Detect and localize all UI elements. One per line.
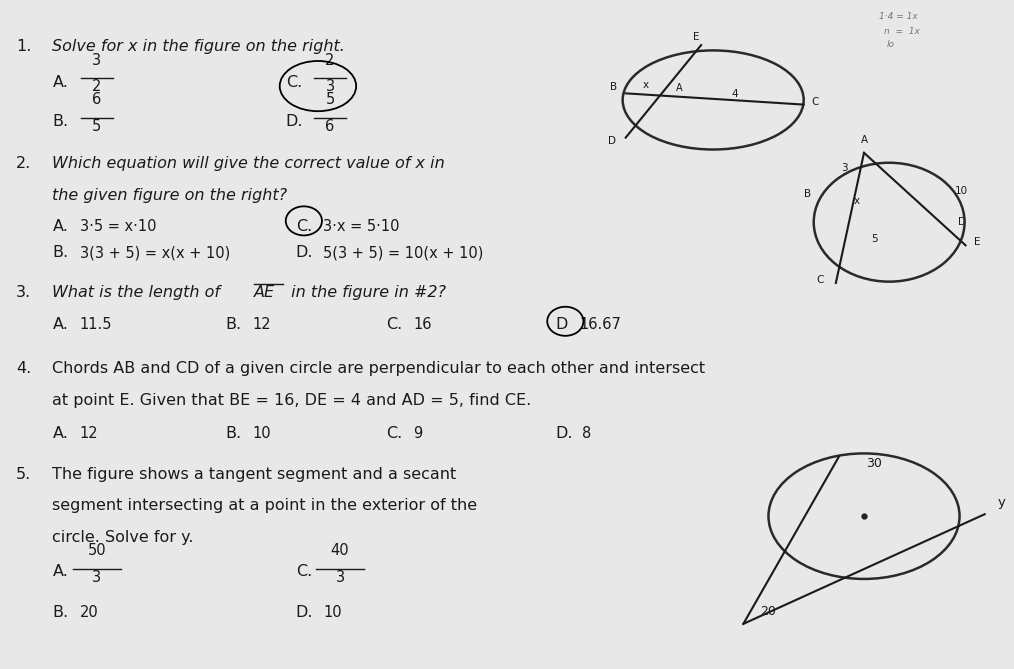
- Text: A.: A.: [53, 425, 68, 441]
- Text: x: x: [643, 80, 649, 90]
- Text: 2.: 2.: [16, 156, 31, 171]
- Text: D: D: [957, 217, 965, 227]
- Text: 5: 5: [325, 92, 335, 107]
- Text: 3·x = 5·10: 3·x = 5·10: [323, 219, 400, 234]
- Text: 1·4 = 1x: 1·4 = 1x: [879, 11, 918, 21]
- Text: B.: B.: [225, 316, 241, 332]
- Text: D.: D.: [296, 246, 313, 260]
- Text: E: E: [973, 237, 981, 248]
- Text: segment intersecting at a point in the exterior of the: segment intersecting at a point in the e…: [53, 498, 478, 513]
- Text: 5.: 5.: [16, 467, 31, 482]
- Text: 4: 4: [731, 90, 737, 99]
- Text: 20: 20: [79, 605, 98, 620]
- Text: C.: C.: [386, 425, 403, 441]
- Text: D.: D.: [556, 425, 573, 441]
- Text: 11.5: 11.5: [79, 316, 113, 332]
- Text: 16: 16: [414, 316, 432, 332]
- Text: D.: D.: [296, 605, 313, 620]
- Text: 3: 3: [92, 53, 101, 68]
- Text: D.: D.: [286, 114, 303, 130]
- Text: C: C: [816, 275, 823, 285]
- Text: The figure shows a tangent segment and a secant: The figure shows a tangent segment and a…: [53, 467, 456, 482]
- Text: 3: 3: [92, 571, 101, 585]
- Text: 5: 5: [871, 234, 877, 244]
- Text: 3·5 = x·10: 3·5 = x·10: [79, 219, 156, 234]
- Text: 16.67: 16.67: [579, 316, 622, 332]
- Text: 50: 50: [87, 543, 106, 559]
- Text: 2: 2: [325, 53, 335, 68]
- Text: 2: 2: [92, 80, 101, 94]
- Text: A: A: [861, 135, 868, 145]
- Text: 4.: 4.: [16, 361, 31, 376]
- Text: C.: C.: [386, 316, 403, 332]
- Text: n  =  1x: n = 1x: [884, 27, 920, 36]
- Text: A.: A.: [53, 75, 68, 90]
- Text: AE: AE: [254, 285, 275, 300]
- Text: y: y: [998, 496, 1006, 510]
- Text: 30: 30: [866, 457, 882, 470]
- Text: 20: 20: [760, 605, 777, 618]
- Text: x: x: [854, 196, 860, 205]
- Text: Which equation will give the correct value of x in: Which equation will give the correct val…: [53, 156, 445, 171]
- Text: B: B: [803, 189, 811, 199]
- Text: 3(3 + 5) = x(x + 10): 3(3 + 5) = x(x + 10): [79, 246, 230, 260]
- Text: 8: 8: [582, 425, 592, 441]
- Text: 3: 3: [325, 80, 335, 94]
- Text: 10: 10: [252, 425, 271, 441]
- Text: What is the length of: What is the length of: [53, 285, 225, 300]
- Text: 5: 5: [92, 119, 101, 134]
- Text: 10: 10: [955, 187, 968, 197]
- Text: in the figure in #2?: in the figure in #2?: [286, 285, 446, 300]
- Text: B: B: [610, 82, 618, 92]
- Text: D: D: [607, 136, 615, 147]
- Text: C.: C.: [296, 565, 312, 579]
- Text: 9: 9: [414, 425, 423, 441]
- Text: 10: 10: [323, 605, 342, 620]
- Text: circle. Solve for y.: circle. Solve for y.: [53, 530, 194, 545]
- Text: C.: C.: [286, 75, 302, 90]
- Text: 1.: 1.: [16, 39, 31, 54]
- Text: A: A: [676, 84, 682, 94]
- Text: 3: 3: [842, 163, 849, 173]
- Text: B.: B.: [53, 605, 69, 620]
- Text: 40: 40: [331, 543, 350, 559]
- Text: at point E. Given that BE = 16, DE = 4 and AD = 5, find CE.: at point E. Given that BE = 16, DE = 4 a…: [53, 393, 531, 407]
- Text: A.: A.: [53, 316, 68, 332]
- Text: C.: C.: [296, 219, 312, 234]
- Text: E: E: [693, 32, 700, 42]
- Text: D: D: [556, 316, 568, 332]
- Text: 12: 12: [79, 425, 98, 441]
- Text: 3.: 3.: [16, 285, 31, 300]
- Text: Chords AB and CD of a given circle are perpendicular to each other and intersect: Chords AB and CD of a given circle are p…: [53, 361, 706, 376]
- Text: B.: B.: [53, 246, 69, 260]
- Text: 5(3 + 5) = 10(x + 10): 5(3 + 5) = 10(x + 10): [323, 246, 484, 260]
- Text: 6: 6: [92, 92, 101, 107]
- Text: lo: lo: [887, 40, 895, 49]
- Text: the given figure on the right?: the given figure on the right?: [53, 188, 288, 203]
- Text: 3: 3: [336, 571, 345, 585]
- Text: A.: A.: [53, 565, 68, 579]
- Text: C: C: [812, 96, 819, 106]
- Text: A.: A.: [53, 219, 68, 234]
- Text: B.: B.: [225, 425, 241, 441]
- Text: 12: 12: [252, 316, 271, 332]
- Text: B.: B.: [53, 114, 69, 130]
- Text: Solve for x in the figure on the right.: Solve for x in the figure on the right.: [53, 39, 346, 54]
- Text: 6: 6: [325, 119, 335, 134]
